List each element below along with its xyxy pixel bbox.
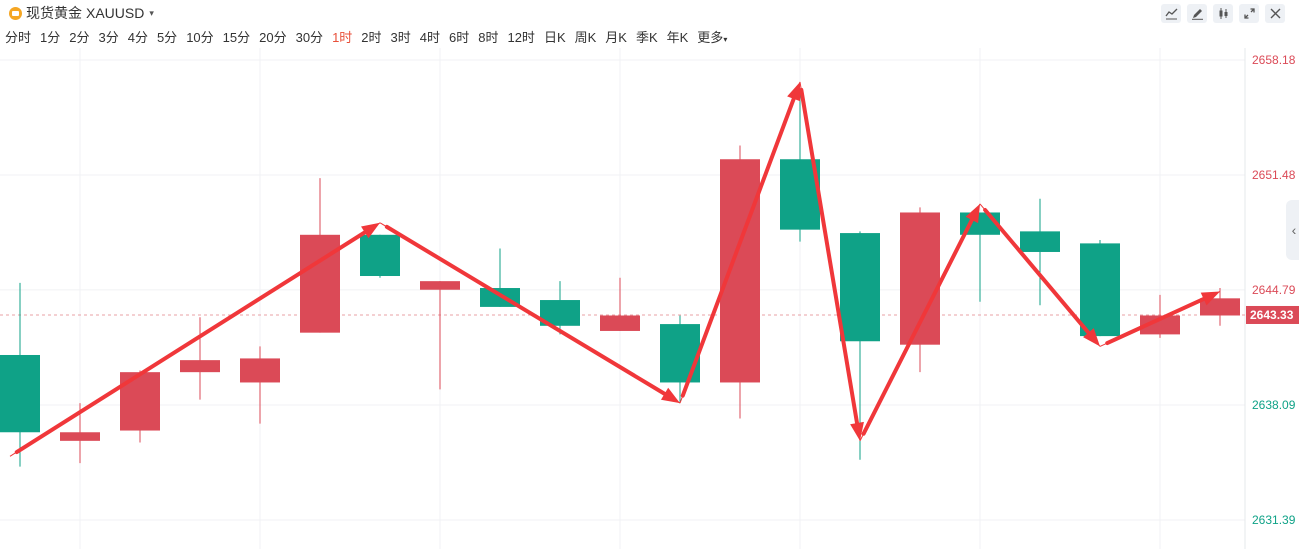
candle-body-3[interactable]	[180, 360, 220, 373]
timeframe-21[interactable]: 年K	[666, 29, 689, 45]
gold-coin-icon	[9, 6, 22, 20]
trend-arrow-shaft-3	[680, 93, 798, 398]
timeframe-12[interactable]: 3时	[390, 29, 411, 45]
trend-arrow-head-6	[1083, 328, 1100, 347]
indicator-icon	[1164, 8, 1177, 20]
trend-arrow-head-5	[965, 203, 980, 224]
candle-body-19[interactable]	[1140, 315, 1180, 335]
y-tick-label-0: 2658.18	[1252, 53, 1296, 67]
timeframe-14[interactable]: 6时	[449, 29, 470, 45]
draw-button[interactable]	[1187, 4, 1207, 23]
symbol-selector[interactable]: 现货黄金 XAUUSD ▾	[9, 3, 154, 23]
price-axis-background	[1245, 48, 1299, 549]
indicator-button[interactable]	[1161, 4, 1181, 23]
more-label: 更多	[697, 29, 724, 45]
trend-arrow-shaft-5	[861, 214, 976, 436]
timeframe-1[interactable]: 1分	[40, 29, 61, 45]
timeframe-11[interactable]: 2时	[361, 29, 382, 45]
y-tick-label-2: 2644.79	[1252, 283, 1296, 297]
candle-body-4[interactable]	[240, 358, 280, 383]
trend-arrow-shaft-2	[384, 224, 671, 398]
timeframe-0[interactable]: 分时	[5, 29, 32, 45]
candle-body-14[interactable]	[840, 233, 880, 342]
timeframe-17[interactable]: 日K	[543, 29, 566, 45]
candle-type-button[interactable]	[1213, 4, 1233, 23]
timeframe-6[interactable]: 10分	[186, 29, 214, 45]
fullscreen-icon	[1243, 8, 1255, 19]
timeframe-9[interactable]: 30分	[295, 29, 324, 45]
candle-body-7[interactable]	[420, 281, 460, 290]
y-tick-label-4: 2631.39	[1252, 513, 1296, 527]
timeframe-bar: 分时 1分 2分 3分 4分 5分 10分 15分 20分 30分 1时 2时 3时 4时 6时 8时 12时日…	[0, 26, 731, 46]
y-tick-label-1: 2651.48	[1252, 168, 1296, 182]
trend-arrow-head-4	[850, 421, 864, 441]
candle-body-0[interactable]	[0, 354, 40, 433]
trend-arrow-shaft-7	[1105, 295, 1210, 346]
chevron-down-icon: ▾	[149, 7, 154, 18]
candle-body-17[interactable]	[1020, 231, 1060, 252]
candle-body-11[interactable]	[660, 324, 700, 383]
trend-arrow-head-3	[787, 81, 801, 102]
timeframe-13[interactable]: 4时	[419, 29, 440, 45]
timeframe-19[interactable]: 月K	[605, 29, 627, 45]
trend-arrow-shaft-6	[983, 208, 1093, 338]
current-price-label: 2643.33	[1250, 308, 1294, 322]
timeframe-4[interactable]: 4分	[127, 29, 148, 45]
candlestick-chart[interactable]: 2658.18 2651.48 2644.79 2638.09 2631.39 2643.…	[0, 48, 1299, 549]
timeframe-7[interactable]: 15分	[222, 29, 251, 45]
timeframe-15[interactable]: 8时	[478, 29, 499, 45]
candle-body-1[interactable]	[60, 432, 100, 441]
timeframe-20[interactable]: 季K	[635, 29, 658, 45]
chart-header: 现货黄金 XAUUSD ▾	[0, 0, 1299, 24]
candle-body-10[interactable]	[600, 315, 640, 331]
trend-arrow-shaft-4	[799, 87, 860, 430]
chevron-left-icon: ‹	[1291, 222, 1297, 238]
draw-icon	[1191, 9, 1203, 20]
symbol-code: XAUUSD	[86, 5, 145, 21]
timeframe-18[interactable]: 周K	[574, 29, 597, 45]
y-tick-label-3: 2638.09	[1252, 398, 1296, 412]
close-button[interactable]	[1265, 4, 1285, 23]
candle-body-6[interactable]	[360, 234, 400, 277]
more-timeframes-button[interactable]: 更多▾	[692, 27, 731, 46]
timeframe-10[interactable]: 1时	[332, 29, 353, 45]
trend-arrow-shaft-1	[14, 228, 371, 455]
timeframe-3[interactable]: 3分	[98, 29, 119, 45]
candle-body-18[interactable]	[1080, 243, 1120, 337]
close-icon	[1270, 8, 1280, 19]
timeframe-8[interactable]: 20分	[259, 29, 287, 45]
timeframe-2[interactable]: 2分	[69, 29, 90, 45]
candle-type-icon	[1219, 8, 1227, 19]
toolbar	[1161, 4, 1285, 23]
timeframe-5[interactable]: 5分	[156, 29, 178, 45]
trend-arrow-head-1	[361, 222, 380, 239]
chevron-down-icon: ▾	[723, 34, 728, 44]
trend-arrow-head-2	[660, 387, 680, 404]
timeframe-16[interactable]: 12时	[507, 29, 535, 45]
current-price-tag	[1246, 305, 1299, 324]
fullscreen-button[interactable]	[1239, 4, 1259, 23]
candle-body-20[interactable]	[1200, 298, 1240, 316]
trend-arrow-head-7	[1200, 291, 1220, 306]
candle-body-12[interactable]	[720, 159, 760, 383]
side-panel-toggle[interactable]: ‹	[1286, 200, 1299, 260]
symbol-name: 现货黄金	[26, 5, 82, 21]
